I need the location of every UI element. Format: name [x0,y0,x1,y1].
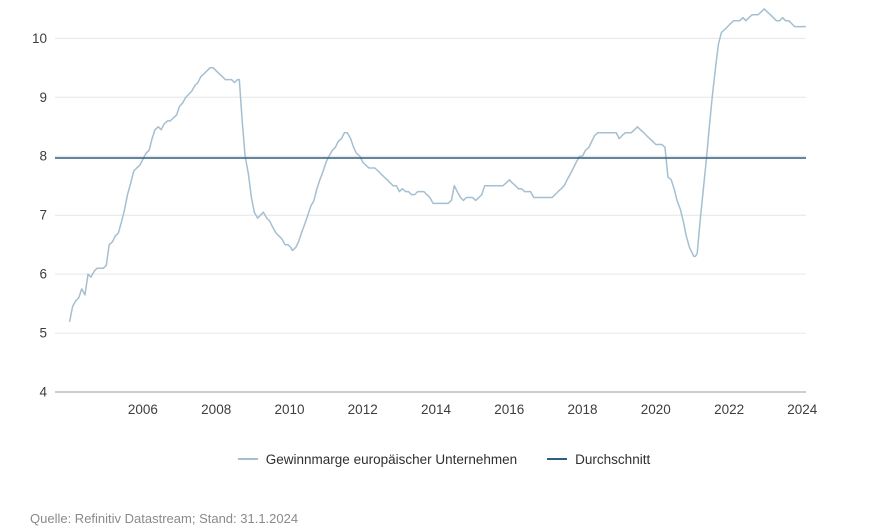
x-tick-label: 2012 [348,402,378,417]
x-tick-label: 2024 [787,402,818,417]
legend-label-average: Durchschnitt [575,451,651,467]
chart-legend: Gewinnmarge europäischer Unternehmen Dur… [0,449,888,469]
x-tick-label: 2014 [421,402,452,417]
y-tick-label: 8 [39,149,47,164]
y-tick-label: 4 [39,385,47,400]
legend-item-durchschnitt: Durchschnitt [547,452,650,467]
y-gridlines [55,37,806,393]
x-tick-label: 2022 [714,402,744,417]
x-tick-label: 2018 [567,402,597,417]
y-tick-label: 6 [39,267,47,282]
legend-swatch-average [547,458,568,460]
source-note: Quelle: Refinitiv Datastream; Stand: 31.… [30,511,299,526]
x-tick-label: 2016 [494,402,524,417]
x-tick-label: 2020 [641,402,671,417]
legend-swatch-series [237,458,258,460]
y-tick-label: 7 [39,208,47,223]
legend-item-gewinnmarge: Gewinnmarge europäischer Unternehmen [237,451,518,467]
line-chart: 4 5 6 7 8 9 10 2006 2008 2010 2012 2014 2016 2018 2020… [32,8,818,417]
x-tick-label: 2008 [201,402,231,417]
y-tick-labels: 4 5 6 7 8 9 10 [32,31,48,400]
series-line-gewinnmarge [68,8,807,323]
y-tick-label: 10 [32,31,47,46]
y-tick-label: 5 [39,326,47,341]
legend-label-series: Gewinnmarge europäischer Unternehmen [265,451,518,467]
y-tick-label: 9 [39,90,47,105]
x-tick-label: 2010 [274,402,304,417]
x-tick-label: 2006 [128,402,158,417]
x-tick-labels: 2006 2008 2010 2012 2014 2016 2018 2020 2022 2024 [128,402,818,417]
